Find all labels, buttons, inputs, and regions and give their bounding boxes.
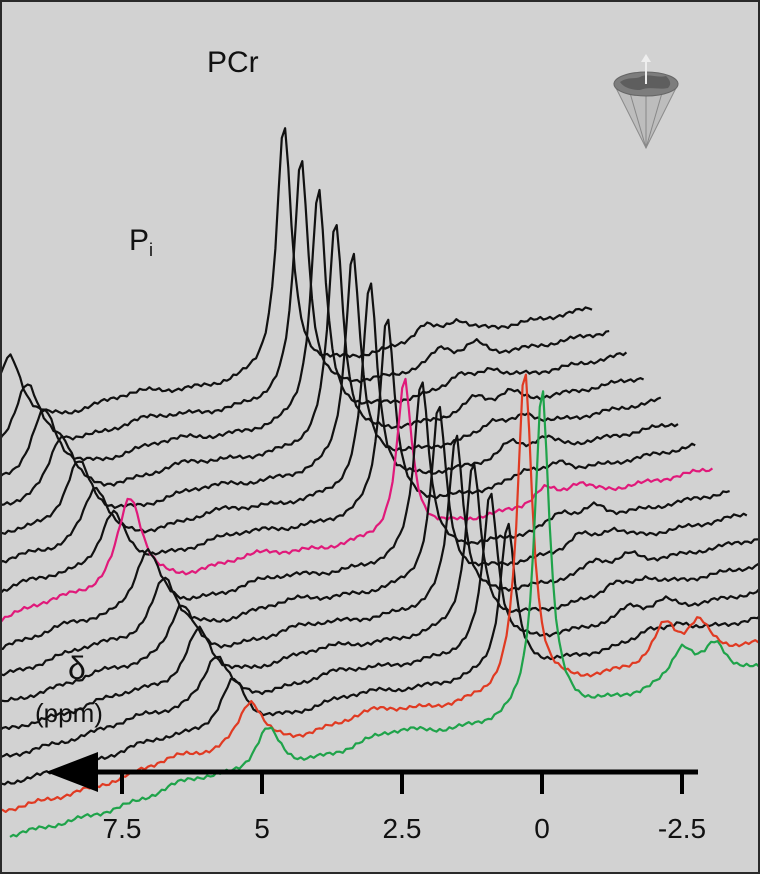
spectrum-trace-10 (2, 434, 758, 703)
axis-ticks: 7.552.50-2.5-5 (103, 772, 706, 844)
spectrum-trace-2 (2, 188, 628, 477)
pcr-peak-label: PCr (207, 46, 259, 79)
axis-tick-label: 0 (534, 813, 550, 844)
spectrum-trace-15 (9, 390, 758, 838)
spectrum-trace-5 (2, 282, 679, 564)
spectrum-trace-0 (2, 127, 593, 415)
spectrum-trace-7 (2, 377, 714, 623)
pi-label-subscript: i (149, 240, 154, 260)
pi-peak-label: Pi (129, 224, 153, 261)
earth-globe-cone-logo-icon (613, 54, 679, 150)
axis-arrowhead (46, 752, 98, 792)
axis-label-delta: δ (68, 650, 86, 686)
spectrum-trace-13 (2, 522, 758, 786)
axis-tick-label: -2.5 (658, 813, 706, 844)
spectrum-trace-3 (2, 224, 645, 506)
spectra-traces (2, 127, 758, 838)
spectrum-trace-9 (2, 405, 748, 677)
spectrum-trace-12 (2, 492, 758, 758)
pi-label-main: P (129, 224, 150, 257)
spectrum-trace-6 (2, 318, 696, 594)
axis-tick-label: 5 (254, 813, 270, 844)
spectrum-trace-1 (2, 160, 610, 441)
spectrum-trace-11 (2, 463, 758, 731)
axis-unit-label: (ppm) (35, 698, 103, 728)
spectrum-trace-8 (2, 381, 730, 651)
axis-tick-label: 2.5 (383, 813, 422, 844)
axis-tick-label: 7.5 (103, 813, 142, 844)
ppm-axis (46, 752, 698, 792)
